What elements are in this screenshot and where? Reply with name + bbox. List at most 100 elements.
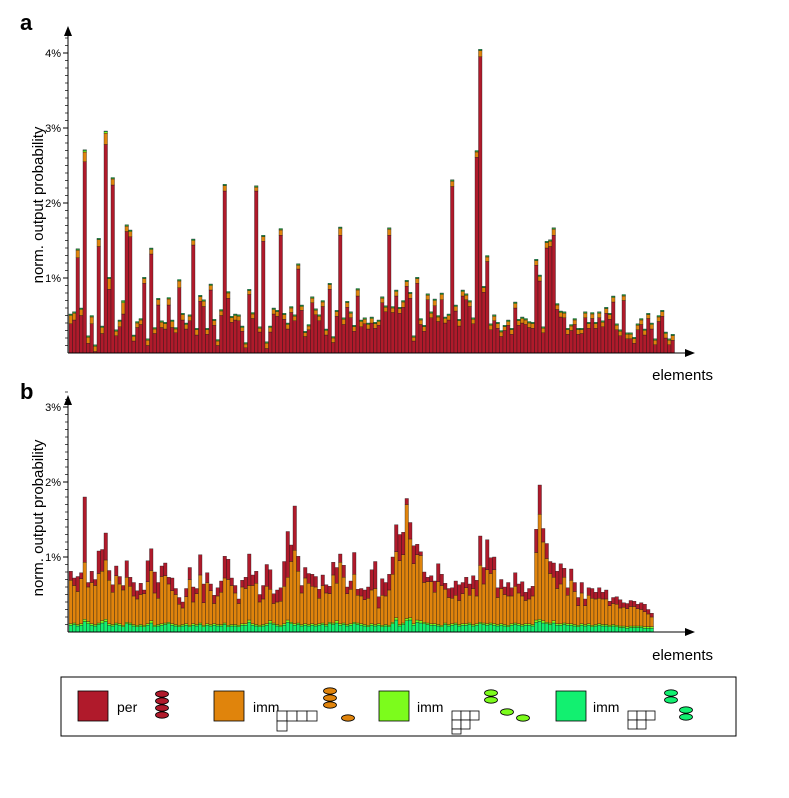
bar-b-imm_sq-127 bbox=[513, 624, 518, 633]
bar-a-imm_sq-0 bbox=[68, 313, 73, 315]
bar-a-imm_sq-10 bbox=[103, 130, 108, 132]
bar-b-imm_sq-137 bbox=[548, 624, 553, 633]
bar-b-per-96 bbox=[404, 498, 409, 505]
bar-b-per-9 bbox=[100, 549, 105, 572]
bar-a-imm_row-166 bbox=[649, 324, 654, 330]
bar-b-imm_l-140 bbox=[558, 623, 563, 626]
bar-b-per-94 bbox=[397, 534, 402, 561]
bar-a-imm_sq-12 bbox=[110, 177, 115, 179]
bar-b-imm_sq-8 bbox=[96, 624, 101, 633]
bar-b-per-102 bbox=[425, 577, 430, 582]
bar-b-imm_row-122 bbox=[495, 597, 500, 625]
bar-b-imm_l-133 bbox=[534, 619, 539, 623]
bar-b-per-158 bbox=[621, 602, 626, 608]
bar-a-imm_row-135 bbox=[541, 328, 546, 333]
bar-a-imm_sq-98 bbox=[411, 335, 416, 337]
bar-a-per-147 bbox=[583, 317, 588, 354]
bar-a-imm_row-76 bbox=[334, 311, 339, 317]
bar-b-per-67 bbox=[303, 567, 308, 579]
bar-b-per-46 bbox=[229, 577, 234, 586]
bar-b-imm_row-63 bbox=[289, 561, 294, 623]
bar-a-imm_row-2 bbox=[75, 250, 80, 258]
bar-a-imm_sq-156 bbox=[614, 323, 619, 325]
bar-b-imm_row-110 bbox=[453, 595, 458, 624]
bar-b-imm_l-44 bbox=[222, 622, 227, 625]
bar-b-imm_row-16 bbox=[124, 577, 129, 623]
bar-a-imm_sq-47 bbox=[233, 313, 238, 315]
bar-a-imm_row-69 bbox=[310, 298, 315, 303]
bar-b-per-48 bbox=[236, 598, 241, 604]
bar-b-imm_row-67 bbox=[303, 577, 308, 624]
legend-label-imm-sq: imm bbox=[593, 699, 619, 715]
bar-b-imm_row-53 bbox=[254, 583, 259, 625]
bar-b-imm_l-50 bbox=[243, 623, 248, 626]
bar-b-imm_row-91 bbox=[387, 589, 392, 626]
bar-a-per-167 bbox=[653, 344, 658, 354]
bar-a-imm_sq-171 bbox=[667, 338, 672, 340]
bar-a-imm_row-127 bbox=[513, 303, 518, 309]
bar-b-imm_l-88 bbox=[376, 623, 381, 626]
bar-b-imm_l-75 bbox=[331, 622, 336, 625]
bar-b-imm_row-32 bbox=[180, 607, 185, 625]
bar-a-imm_row-81 bbox=[352, 326, 357, 332]
bar-b-imm_row-111 bbox=[457, 600, 462, 625]
bar-a-imm_row-91 bbox=[387, 229, 392, 236]
bar-a-per-144 bbox=[572, 324, 577, 354]
bar-b-imm_row-108 bbox=[446, 597, 451, 625]
bar-a-per-150 bbox=[593, 328, 598, 354]
bar-b-imm_sq-160 bbox=[628, 627, 633, 633]
bar-a-imm_row-82 bbox=[355, 289, 360, 297]
bar-b-imm_sq-71 bbox=[317, 625, 322, 633]
bar-b-imm_sq-149 bbox=[590, 626, 595, 633]
bar-a-imm_row-138 bbox=[551, 229, 556, 236]
bar-b-per-41 bbox=[212, 595, 217, 604]
bar-a-imm_row-115 bbox=[471, 319, 476, 324]
bar-b-per-159 bbox=[625, 603, 630, 609]
bar-a-imm_sq-172 bbox=[670, 334, 675, 336]
bar-a-imm_row-104 bbox=[432, 300, 437, 306]
panel-a-xlabel: elements bbox=[652, 367, 713, 384]
bar-a-imm_row-136 bbox=[544, 242, 549, 249]
bar-a-imm_sq-160 bbox=[628, 332, 633, 334]
bar-a-imm_sq-161 bbox=[632, 337, 637, 339]
bar-b-imm_row-135 bbox=[541, 541, 546, 621]
bar-a-imm_row-164 bbox=[642, 330, 647, 336]
bar-b-imm_sq-148 bbox=[586, 625, 591, 633]
bar-a-per-154 bbox=[607, 319, 612, 354]
bar-b-imm_row-47 bbox=[233, 592, 238, 625]
bar-a-imm_row-130 bbox=[523, 319, 528, 325]
bar-b-imm_row-77 bbox=[338, 562, 343, 624]
bar-b-imm_row-22 bbox=[145, 581, 150, 624]
bar-b-imm_sq-81 bbox=[352, 623, 357, 633]
bar-b-imm_l-55 bbox=[261, 624, 266, 627]
bar-a-imm_row-107 bbox=[443, 318, 448, 324]
bar-b-per-32 bbox=[180, 601, 185, 609]
bar-a-imm_row-60 bbox=[278, 229, 283, 236]
bar-b-per-113 bbox=[464, 577, 469, 588]
bar-b-per-15 bbox=[121, 585, 126, 591]
bar-b-per-79 bbox=[345, 586, 350, 594]
bar-a-imm_row-172 bbox=[670, 335, 675, 341]
bar-b-per-59 bbox=[275, 589, 280, 603]
bar-a-imm_row-0 bbox=[68, 315, 73, 324]
bar-b-imm_sq-19 bbox=[135, 626, 140, 633]
bar-a-imm_row-120 bbox=[488, 325, 493, 330]
bar-a-imm_row-72 bbox=[320, 301, 325, 307]
bar-b-imm_sq-53 bbox=[254, 625, 259, 633]
bar-a-imm_sq-139 bbox=[555, 303, 560, 305]
bar-a-imm_sq-130 bbox=[523, 318, 528, 320]
bar-a-per-30 bbox=[173, 332, 178, 354]
bar-b-per-14 bbox=[117, 576, 122, 585]
bar-b-imm_row-139 bbox=[555, 588, 560, 624]
bar-a-per-11 bbox=[107, 289, 112, 354]
bar-a-imm_row-163 bbox=[639, 319, 644, 325]
bar-a-imm_row-103 bbox=[429, 313, 434, 318]
bar-b-imm_sq-116 bbox=[474, 625, 479, 633]
bar-b-imm_l-68 bbox=[306, 624, 311, 627]
bar-b-imm_sq-109 bbox=[450, 625, 455, 633]
bar-b-imm_sq-80 bbox=[348, 625, 353, 633]
bar-b-imm_l-69 bbox=[310, 623, 315, 626]
bar-b-per-52 bbox=[250, 574, 255, 586]
bar-a-imm_row-48 bbox=[236, 316, 241, 321]
bar-a-imm_row-113 bbox=[464, 295, 469, 300]
